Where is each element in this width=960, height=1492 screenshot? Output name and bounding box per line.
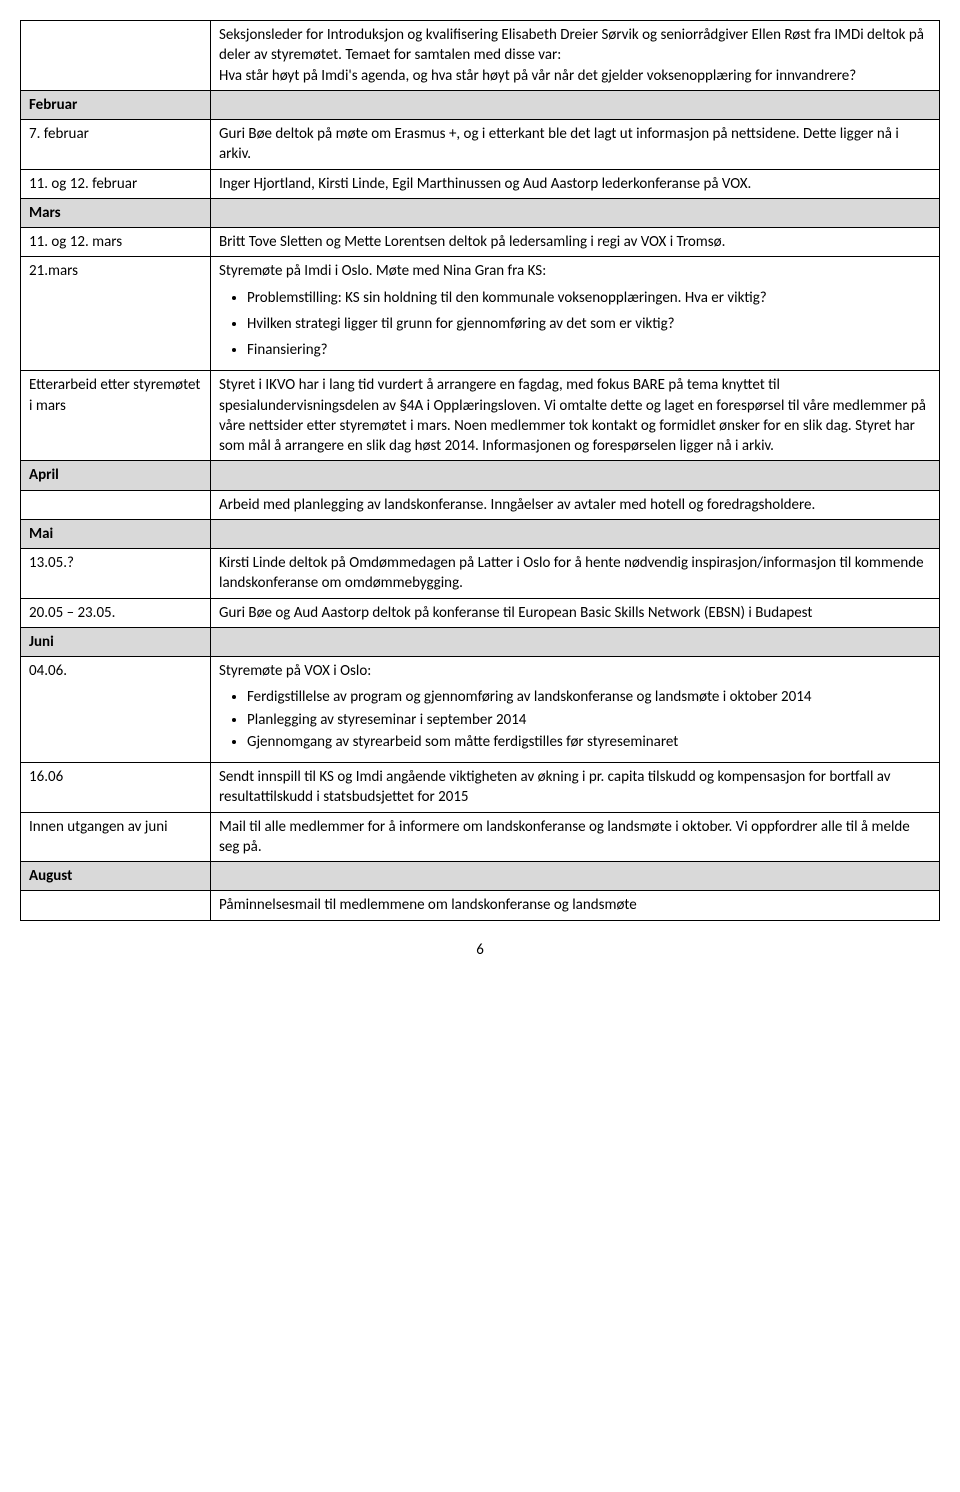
table-row: April xyxy=(21,461,940,490)
month-header: Mars xyxy=(21,198,211,227)
month-header: April xyxy=(21,461,211,490)
list-item: Ferdigstillelse av program og gjennomfør… xyxy=(247,687,931,707)
cell-date: 21.mars xyxy=(21,257,211,371)
cell-date xyxy=(21,21,211,91)
bullet-list: Ferdigstillelse av program og gjennomfør… xyxy=(219,687,931,752)
table-row: Mars xyxy=(21,198,940,227)
table-row: Februar xyxy=(21,90,940,119)
month-header: August xyxy=(21,862,211,891)
cell-content xyxy=(211,627,940,656)
cell-date: 16.06 xyxy=(21,763,211,813)
table-row: 13.05.? Kirsti Linde deltok på Omdømmeda… xyxy=(21,549,940,599)
cell-content: Guri Bøe deltok på møte om Erasmus +, og… xyxy=(211,120,940,170)
cell-content: Styremøte på VOX i Oslo: Ferdigstillelse… xyxy=(211,657,940,763)
month-header: Mai xyxy=(21,519,211,548)
table-row: August xyxy=(21,862,940,891)
table-row: 04.06. Styremøte på VOX i Oslo: Ferdigst… xyxy=(21,657,940,763)
cell-date: 13.05.? xyxy=(21,549,211,599)
table-row: Juni xyxy=(21,627,940,656)
cell-content: Kirsti Linde deltok på Omdømmedagen på L… xyxy=(211,549,940,599)
table-row: 21.mars Styremøte på Imdi i Oslo. Møte m… xyxy=(21,257,940,371)
cell-content xyxy=(211,90,940,119)
list-item: Gjennomgang av styrearbeid som måtte fer… xyxy=(247,732,931,752)
month-header: Juni xyxy=(21,627,211,656)
cell-content: Inger Hjortland, Kirsti Linde, Egil Mart… xyxy=(211,169,940,198)
cell-date: 11. og 12. mars xyxy=(21,228,211,257)
page-number: 6 xyxy=(20,941,940,959)
cell-date: 7. februar xyxy=(21,120,211,170)
table-row: Innen utgangen av juni Mail til alle med… xyxy=(21,812,940,862)
cell-content xyxy=(211,519,940,548)
cell-intro: Styremøte på Imdi i Oslo. Møte med Nina … xyxy=(219,262,546,280)
table-row: Arbeid med planlegging av landskonferans… xyxy=(21,490,940,519)
bullet-list: Problemstilling: KS sin holdning til den… xyxy=(219,288,931,308)
table-row: 11. og 12. mars Britt Tove Sletten og Me… xyxy=(21,228,940,257)
cell-date xyxy=(21,490,211,519)
cell-content xyxy=(211,461,940,490)
table-row: 20.05 – 23.05. Guri Bøe og Aud Aastorp d… xyxy=(21,598,940,627)
cell-content: Styret i IKVO har i lang tid vurdert å a… xyxy=(211,371,940,461)
cell-content: Mail til alle medlemmer for å informere … xyxy=(211,812,940,862)
cell-intro: Styremøte på VOX i Oslo: xyxy=(219,662,371,680)
cell-date: 04.06. xyxy=(21,657,211,763)
table-row: Seksjonsleder for Introduksjon og kvalif… xyxy=(21,21,940,91)
cell-date: Etterarbeid etter styremøtet i mars xyxy=(21,371,211,461)
list-item: Finansiering? xyxy=(247,340,931,360)
cell-content xyxy=(211,198,940,227)
cell-content: Sendt innspill til KS og Imdi angående v… xyxy=(211,763,940,813)
cell-date: 11. og 12. februar xyxy=(21,169,211,198)
list-item: Planlegging av styreseminar i september … xyxy=(247,710,931,730)
cell-date: 20.05 – 23.05. xyxy=(21,598,211,627)
month-header: Februar xyxy=(21,90,211,119)
cell-content xyxy=(211,862,940,891)
schedule-table: Seksjonsleder for Introduksjon og kvalif… xyxy=(20,20,940,921)
table-row: Mai xyxy=(21,519,940,548)
cell-content: Styremøte på Imdi i Oslo. Møte med Nina … xyxy=(211,257,940,371)
cell-content: Britt Tove Sletten og Mette Lorentsen de… xyxy=(211,228,940,257)
cell-content: Guri Bøe og Aud Aastorp deltok på konfer… xyxy=(211,598,940,627)
cell-content: Seksjonsleder for Introduksjon og kvalif… xyxy=(211,21,940,91)
table-row: 11. og 12. februar Inger Hjortland, Kirs… xyxy=(21,169,940,198)
cell-date xyxy=(21,891,211,920)
list-item: Hvilken strategi ligger til grunn for gj… xyxy=(247,314,931,334)
bullet-list: Hvilken strategi ligger til grunn for gj… xyxy=(219,314,931,334)
table-row: Etterarbeid etter styremøtet i mars Styr… xyxy=(21,371,940,461)
table-row: 16.06 Sendt innspill til KS og Imdi angå… xyxy=(21,763,940,813)
cell-content: Påminnelsesmail til medlemmene om landsk… xyxy=(211,891,940,920)
cell-date: Innen utgangen av juni xyxy=(21,812,211,862)
table-row: 7. februar Guri Bøe deltok på møte om Er… xyxy=(21,120,940,170)
cell-content: Arbeid med planlegging av landskonferans… xyxy=(211,490,940,519)
table-row: Påminnelsesmail til medlemmene om landsk… xyxy=(21,891,940,920)
bullet-list: Finansiering? xyxy=(219,340,931,360)
list-item: Problemstilling: KS sin holdning til den… xyxy=(247,288,931,308)
